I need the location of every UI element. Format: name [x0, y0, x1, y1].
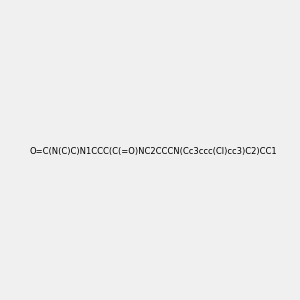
Text: O=C(N(C)C)N1CCC(C(=O)NC2CCCN(Cc3ccc(Cl)cc3)C2)CC1: O=C(N(C)C)N1CCC(C(=O)NC2CCCN(Cc3ccc(Cl)c… [30, 147, 278, 156]
